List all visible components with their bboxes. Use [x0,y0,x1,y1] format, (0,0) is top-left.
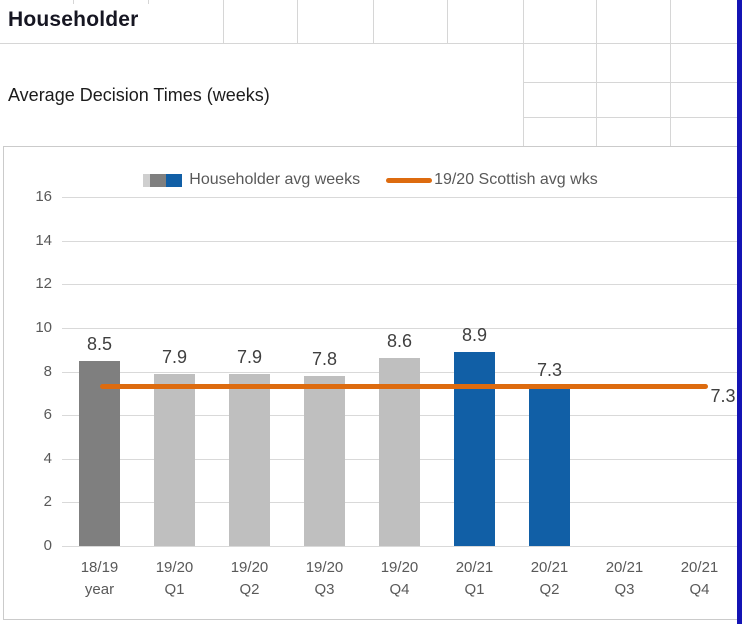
bar[interactable] [79,360,120,546]
line-end-label: 7.3 [710,385,736,406]
legend-bar-swatch-icon [143,173,183,187]
bar[interactable] [379,358,420,546]
chart-gridline [62,197,737,198]
x-axis-category-label: 19/20 Q2 [230,559,269,598]
y-axis-tick-label: 8 [43,362,52,380]
window-edge-strip [737,0,742,624]
x-axis-category-label: 20/21 Q1 [455,559,494,598]
chart-object[interactable]: Householder avg weeks 19/20 Scottish avg… [3,146,738,620]
y-axis-tick-label: 6 [43,406,52,424]
sheet-gridline [670,43,671,146]
chart-gridline [62,327,737,329]
cell-average-decision-times[interactable]: Average Decision Times (weeks) [8,85,270,105]
chart-gridline [62,546,737,547]
sheet-gridline [223,0,224,43]
y-axis-tick-label: 2 [43,493,52,511]
scottish-avg-line[interactable] [99,384,708,390]
sheet-gridline [373,0,374,43]
sheet-gridline [523,82,738,83]
y-axis-tick-label: 12 [35,275,52,293]
x-axis-category-label: 20/21 Q3 [605,559,644,598]
chart-gridline [62,284,737,286]
cell-householder-title[interactable]: Householder [8,8,139,31]
y-axis-tick-label: 14 [35,231,52,249]
sheet-gridline [523,0,524,43]
x-axis-category-label: 19/20 Q3 [305,559,344,598]
x-axis-category-label: 19/20 Q4 [380,559,419,598]
x-axis-category-label: 20/21 Q4 [680,559,719,598]
x-axis-category-label: 19/20 Q1 [155,559,194,598]
sheet-gridline [670,0,671,43]
legend-label-scottish-avg: 19/20 Scottish avg wks [434,171,598,188]
bar-data-label: 8.6 [386,331,413,352]
sheet-gridline [523,117,738,118]
bar-data-label: 7.9 [161,346,188,367]
bar-data-label: 7.8 [311,348,338,369]
plot-area: 0 2 4 6 8 10 12 14 16 8.5 7.9 7.9 7.8 8.6 8.9 7.3 7.3 18/… [4,147,737,619]
y-axis-tick-label: 0 [43,537,52,554]
legend-label-householder: Householder avg weeks [189,171,361,188]
sheet-gridline [297,0,298,43]
bar-data-label: 7.3 [536,359,563,380]
legend-line-swatch-icon [386,177,433,183]
sheet-gridline [73,0,74,4]
sheet-gridline [447,0,448,43]
y-axis-tick-label: 16 [35,188,52,205]
sheet-gridline [523,43,524,146]
sheet-gridline [596,43,597,146]
bar[interactable] [454,351,495,546]
bar[interactable] [154,373,195,546]
bar-data-label: 8.9 [461,324,488,345]
chart-gridline [62,240,737,242]
bar-data-label: 7.9 [236,346,263,367]
y-axis-tick-label: 4 [43,449,52,467]
chart-legend[interactable]: Householder avg weeks 19/20 Scottish avg… [4,167,737,193]
sheet-gridline [148,0,149,4]
x-axis-category-label: 18/19 year [80,559,119,598]
y-axis-tick-label: 10 [35,318,52,336]
bar-data-label: 8.5 [86,333,113,354]
bar[interactable] [229,373,270,546]
x-axis-category-label: 20/21 Q2 [530,559,569,598]
sheet-gridline [596,0,597,43]
bar[interactable] [304,375,345,546]
sheet-gridline [0,43,738,44]
bar[interactable] [529,386,570,546]
